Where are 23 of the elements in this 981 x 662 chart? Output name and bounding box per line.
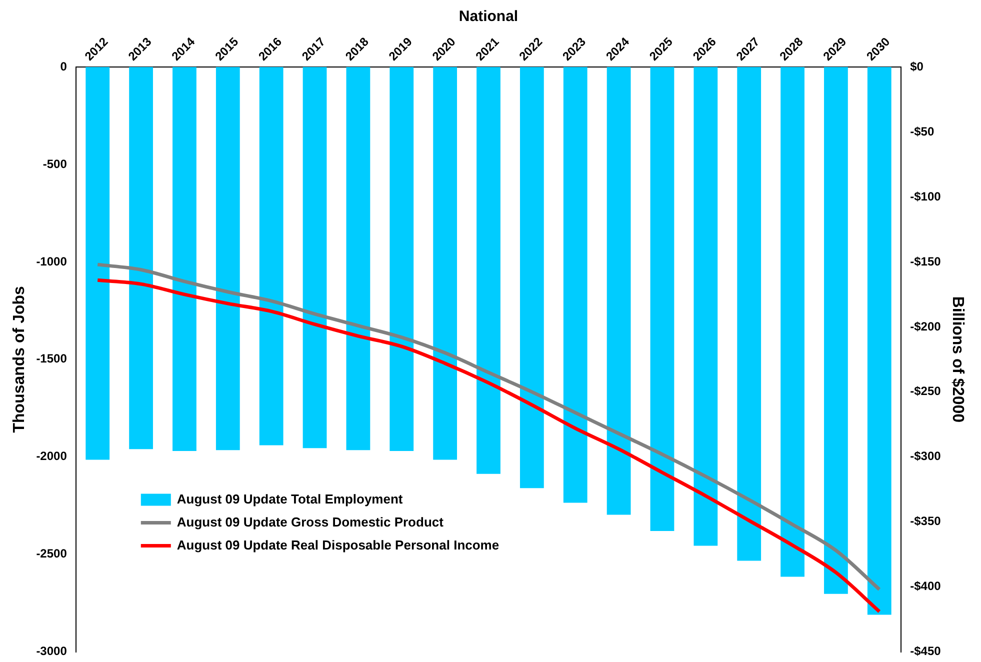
y2-axis-title: Billions of $2000 [948,296,966,423]
y2-tick-label: -$200 [910,319,942,334]
y-tick-label: -3000 [36,644,68,658]
y2-tick-label: -$250 [910,384,942,398]
y-tick-label: -1500 [36,352,68,366]
y2-tick-label: -$100 [910,189,942,204]
chart-title: National [458,8,518,26]
y2-tick-label: -$400 [910,579,942,594]
y2-tick-label: -$150 [910,254,942,268]
y-axis-title: Thousands of Jobs [11,286,28,433]
legend-label: August 09 Update Total Employment [176,491,404,506]
y2-tick-label: -$350 [910,514,942,528]
y-tick-label: 0 [60,59,68,74]
y2-tick-label: -$300 [910,449,942,464]
y2-tick-label: -$450 [910,644,942,658]
legend-label: August 09 Update Real Disposable Personal Income [176,537,500,552]
y2-tick-label: $0 [910,59,924,74]
y-tick-label: -2000 [36,449,68,464]
y-tick-label: -2500 [36,546,68,561]
y-tick-label: -500 [42,156,68,171]
y2-tick-label: -$50 [910,124,934,138]
legend-label: August 09 Update Gross Domestic Product [176,514,444,530]
y-tick-label: -1000 [36,254,68,268]
